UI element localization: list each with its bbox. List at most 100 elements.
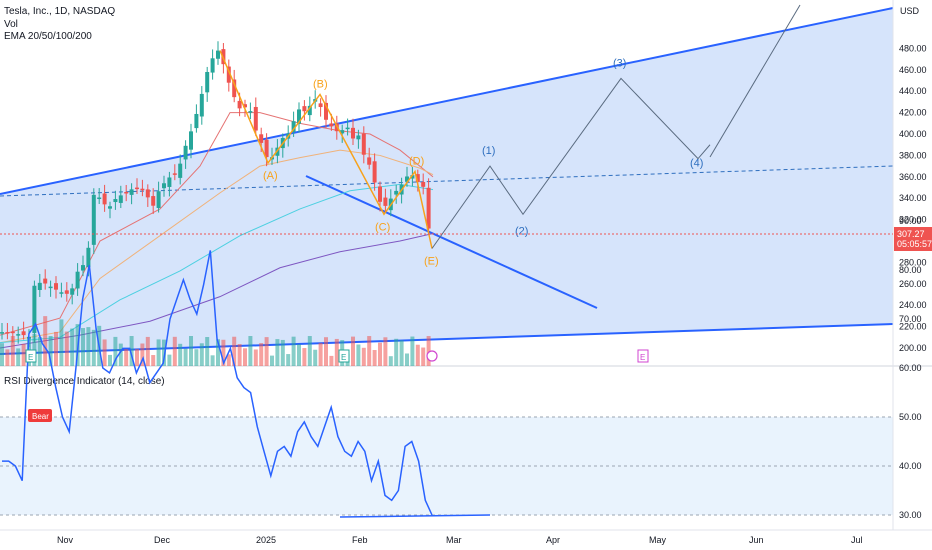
price-tick-label: 420.00	[899, 108, 927, 118]
earnings-marker-box[interactable]	[637, 349, 649, 363]
volume-bar	[264, 337, 269, 366]
volume-bar	[216, 339, 220, 366]
volume-bar	[399, 340, 404, 366]
earnings-marker-box[interactable]	[338, 349, 350, 363]
volume-bar	[415, 344, 420, 366]
impulse-wave-label: (1)	[482, 145, 495, 157]
price-tick-label: 320.00	[899, 215, 927, 225]
volume-legend[interactable]: Vol	[4, 19, 18, 30]
price-tag-value: 307.27	[897, 229, 925, 239]
ema-legend[interactable]: EMA 20/50/100/200	[4, 31, 92, 42]
volume-bar	[194, 349, 199, 366]
candle-body	[210, 58, 215, 73]
candle-body	[64, 290, 69, 294]
bear-label-box	[28, 409, 52, 422]
volume-bar	[172, 336, 177, 366]
volume-bar	[145, 336, 150, 366]
channel-upper-line[interactable]	[0, 7, 894, 195]
volume-bar	[307, 336, 312, 366]
candle-body	[259, 134, 264, 143]
volume-bar	[383, 337, 388, 366]
candle-body	[189, 131, 193, 150]
earnings-marker-label: E	[28, 353, 33, 362]
volume-bar	[129, 336, 134, 366]
bear-label: Bear	[32, 412, 49, 421]
volume-bar	[59, 319, 64, 366]
volume-bar	[280, 339, 285, 366]
projection-extension-line[interactable]	[709, 4, 801, 158]
candle-body	[415, 174, 420, 182]
ema-50-line	[0, 149, 434, 344]
volume-bar	[324, 337, 328, 366]
candle-body	[70, 288, 75, 295]
volume-bar	[43, 316, 48, 366]
price-tick-label: 280.00	[899, 257, 927, 267]
time-tick-label: Apr	[546, 535, 560, 545]
price-tick-label: 340.00	[899, 193, 927, 203]
volume-bar	[405, 353, 409, 366]
candle-body	[291, 121, 296, 132]
rsi-divergence-line[interactable]	[339, 514, 491, 518]
candle-body	[32, 285, 37, 333]
volume-bar	[135, 348, 139, 366]
time-tick-label: Feb	[352, 535, 368, 545]
price-tag-countdown: 05:05:57	[897, 239, 932, 249]
impulse-wave-label: (3)	[613, 57, 626, 69]
candle-body	[248, 111, 253, 113]
price-tick-label: 240.00	[899, 300, 927, 310]
rsi-tick-label: 90.00	[899, 216, 922, 226]
earnings-marker-label: E	[341, 353, 346, 362]
candle-body	[226, 66, 231, 83]
candle-body	[297, 109, 301, 124]
candle-body	[302, 106, 307, 112]
volume-bar	[210, 355, 215, 366]
rsi-line[interactable]	[2, 250, 433, 516]
candle-body	[59, 292, 64, 294]
corrective-wave-label: (E)	[424, 256, 439, 268]
earnings-marker-box[interactable]	[25, 349, 37, 363]
volume-bar	[162, 339, 166, 366]
rsi-tick-label: 50.00	[899, 412, 922, 422]
corrective-wave-path[interactable]	[219, 50, 433, 249]
ema-200-line	[0, 233, 434, 349]
dividend-flash-icon[interactable]	[426, 350, 438, 362]
volume-bar	[21, 343, 26, 366]
volume-bar	[64, 331, 69, 366]
candle-body	[151, 196, 156, 206]
volume-bar	[189, 336, 193, 366]
volume-bar	[291, 336, 296, 366]
rsi-tick-label: 80.00	[899, 265, 922, 275]
candle-body	[324, 102, 328, 120]
volume-bar	[118, 343, 123, 366]
currency-label[interactable]: USD	[900, 6, 920, 16]
volume-bar	[221, 339, 226, 366]
earnings-marker-label: E	[640, 353, 645, 362]
candle-body	[172, 173, 177, 175]
time-tick-label: Jul	[851, 535, 863, 545]
impulse-wave-path[interactable]	[431, 77, 711, 249]
candle-body	[0, 332, 4, 334]
price-tick-label: 200.00	[899, 343, 927, 353]
volume-bar	[270, 355, 274, 366]
rsi-tick-label: 40.00	[899, 461, 922, 471]
volume-bar	[259, 343, 264, 366]
candle-body	[54, 283, 58, 290]
candle-body	[5, 332, 10, 334]
price-tick-label: 460.00	[899, 65, 927, 75]
price-channel-fill	[0, 8, 893, 354]
volume-bar	[367, 336, 372, 366]
candle-body	[162, 183, 166, 189]
volume-bar	[205, 337, 210, 366]
trendline-lower[interactable]	[305, 175, 598, 309]
volume-bar	[334, 338, 339, 366]
candle-body	[237, 100, 242, 109]
volume-bar	[243, 348, 247, 366]
rsi-legend[interactable]: RSI Divergence Indicator (14, close)	[4, 376, 165, 387]
candle-body	[367, 157, 372, 165]
volume-bar	[356, 344, 361, 366]
volume-bar	[388, 356, 393, 366]
candle-body	[318, 103, 323, 108]
volume-bar	[10, 336, 15, 366]
candle-body	[329, 123, 334, 127]
